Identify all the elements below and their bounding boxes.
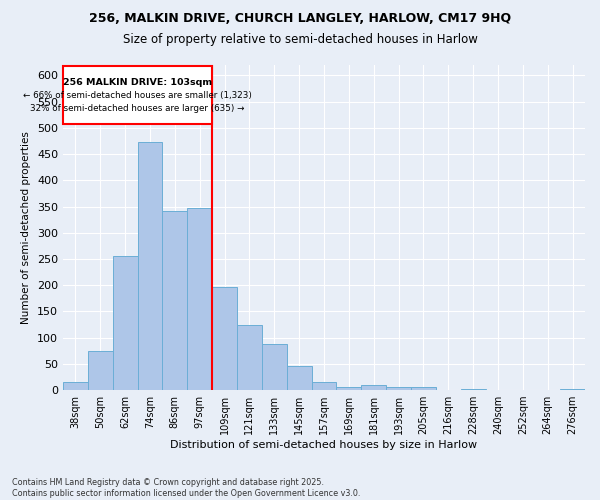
Bar bbox=[187, 208, 212, 390]
Text: 32% of semi-detached houses are larger (635) →: 32% of semi-detached houses are larger (… bbox=[31, 104, 245, 113]
Bar bbox=[137, 142, 163, 390]
Text: ← 66% of semi-detached houses are smaller (1,323): ← 66% of semi-detached houses are smalle… bbox=[23, 91, 252, 100]
Bar bbox=[63, 382, 88, 390]
Y-axis label: Number of semi-detached properties: Number of semi-detached properties bbox=[22, 131, 31, 324]
X-axis label: Distribution of semi-detached houses by size in Harlow: Distribution of semi-detached houses by … bbox=[170, 440, 478, 450]
FancyBboxPatch shape bbox=[63, 66, 212, 124]
Text: 256, MALKIN DRIVE, CHURCH LANGLEY, HARLOW, CM17 9HQ: 256, MALKIN DRIVE, CHURCH LANGLEY, HARLO… bbox=[89, 12, 511, 26]
Bar bbox=[461, 388, 485, 390]
Bar bbox=[560, 389, 585, 390]
Bar bbox=[386, 387, 411, 390]
Bar bbox=[311, 382, 337, 390]
Bar bbox=[88, 352, 113, 390]
Bar bbox=[361, 386, 386, 390]
Text: 256 MALKIN DRIVE: 103sqm: 256 MALKIN DRIVE: 103sqm bbox=[63, 78, 212, 87]
Bar bbox=[287, 366, 311, 390]
Bar bbox=[337, 387, 361, 390]
Text: Size of property relative to semi-detached houses in Harlow: Size of property relative to semi-detach… bbox=[122, 32, 478, 46]
Bar bbox=[163, 212, 187, 390]
Bar bbox=[262, 344, 287, 390]
Bar bbox=[237, 324, 262, 390]
Bar bbox=[113, 256, 137, 390]
Bar bbox=[212, 288, 237, 390]
Bar bbox=[411, 388, 436, 390]
Text: Contains HM Land Registry data © Crown copyright and database right 2025.
Contai: Contains HM Land Registry data © Crown c… bbox=[12, 478, 361, 498]
